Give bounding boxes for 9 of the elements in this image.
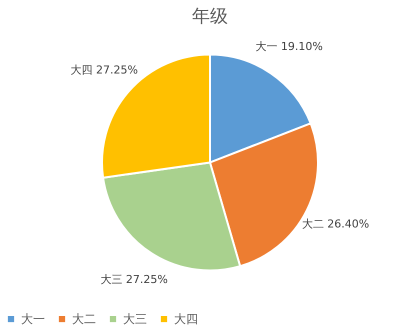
- chart-title: 年级: [192, 6, 228, 27]
- category-label: 大三 27.25%: [100, 273, 168, 286]
- legend-label: 大三: [123, 312, 147, 326]
- category-label: 大一 19.10%: [255, 40, 323, 53]
- category-label: 大四 27.25%: [70, 64, 138, 77]
- legend-label: 大一: [21, 312, 45, 326]
- legend-label: 大二: [72, 312, 96, 326]
- category-label: 大二 26.40%: [302, 217, 370, 230]
- legend-label: 大四: [174, 312, 198, 326]
